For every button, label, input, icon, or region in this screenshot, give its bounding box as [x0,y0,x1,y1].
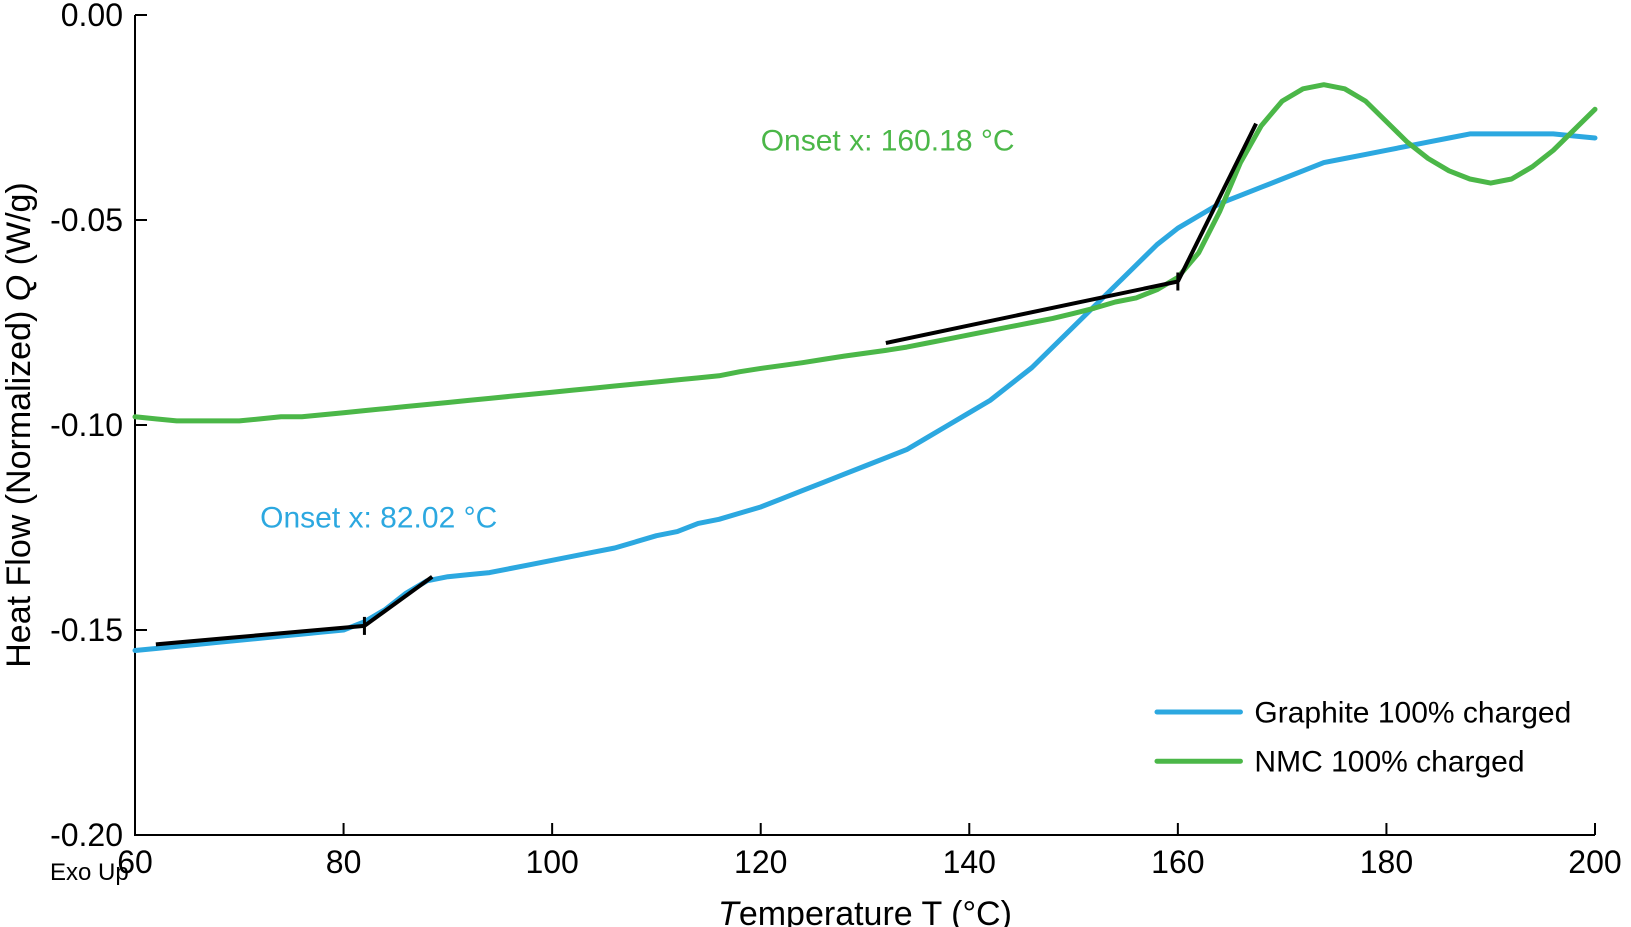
y-tick-label: 0.00 [61,0,123,33]
x-tick-label: 200 [1568,844,1621,880]
chart-svg: 6080100120140160180200-0.20-0.15-0.10-0.… [0,0,1631,927]
legend-label-0: Graphite 100% charged [1254,697,1571,730]
onset-label-0: Onset x: 82.02 °C [260,502,497,535]
x-tick-label: 100 [525,844,578,880]
y-tick-label: -0.05 [50,202,123,238]
x-axis-label: Temperature T (°C) [718,895,1012,927]
x-tick-label: 120 [734,844,787,880]
exo-up-label: Exo Up [50,859,129,886]
y-tick-label: -0.20 [50,817,123,853]
x-tick-label: 140 [943,844,996,880]
y-tick-label: -0.10 [50,407,123,443]
onset-label-1: Onset x: 160.18 °C [761,124,1015,157]
x-tick-label: 160 [1151,844,1204,880]
x-tick-label: 80 [326,844,362,880]
legend-label-1: NMC 100% charged [1254,746,1524,779]
y-tick-label: -0.15 [50,612,123,648]
dsc-chart: 6080100120140160180200-0.20-0.15-0.10-0.… [0,0,1631,927]
y-axis-label: Heat Flow (Normalized) Q (W/g) [0,182,38,668]
x-tick-label: 180 [1360,844,1413,880]
